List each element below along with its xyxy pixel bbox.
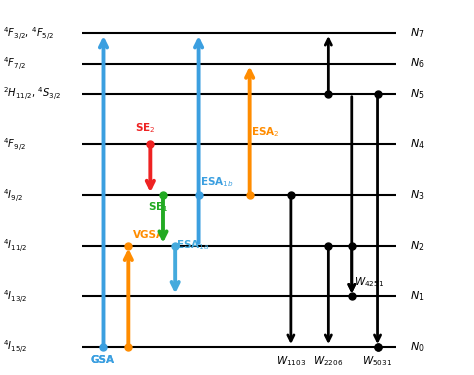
Text: VGSA: VGSA bbox=[133, 230, 165, 240]
Text: $^4I_{11/2}$: $^4I_{11/2}$ bbox=[3, 237, 27, 254]
Text: ESA$_{1b}$: ESA$_{1b}$ bbox=[200, 175, 233, 189]
Text: $N_5$: $N_5$ bbox=[410, 87, 425, 101]
Text: $N_2$: $N_2$ bbox=[410, 239, 425, 253]
Text: $N_3$: $N_3$ bbox=[410, 188, 425, 202]
Text: GSA: GSA bbox=[91, 354, 115, 364]
Text: $W_{5031}$: $W_{5031}$ bbox=[363, 354, 392, 368]
Text: SE$_2$: SE$_2$ bbox=[136, 122, 156, 135]
Text: ESA$_2$: ESA$_2$ bbox=[251, 126, 280, 140]
Text: $W_{1103}$: $W_{1103}$ bbox=[276, 354, 306, 368]
Text: $^4F_{7/2}$: $^4F_{7/2}$ bbox=[3, 55, 26, 72]
Text: $N_7$: $N_7$ bbox=[410, 26, 425, 40]
Text: $N_0$: $N_0$ bbox=[410, 340, 425, 354]
Text: SE$_1$: SE$_1$ bbox=[148, 201, 169, 214]
Text: $N_4$: $N_4$ bbox=[410, 138, 425, 152]
Text: $^4I_{13/2}$: $^4I_{13/2}$ bbox=[3, 288, 27, 305]
Text: $^4F_{9/2}$: $^4F_{9/2}$ bbox=[3, 136, 26, 153]
Text: $^4I_{15/2}$: $^4I_{15/2}$ bbox=[3, 339, 27, 356]
Text: $W_{2206}$: $W_{2206}$ bbox=[313, 354, 344, 368]
Text: $^2H_{11/2}$, $^4S_{3/2}$: $^2H_{11/2}$, $^4S_{3/2}$ bbox=[3, 86, 61, 102]
Text: $N_1$: $N_1$ bbox=[410, 290, 425, 303]
Text: $W_{4251}$: $W_{4251}$ bbox=[354, 275, 384, 289]
Text: GSA: GSA bbox=[91, 354, 115, 364]
Text: $^4I_{9/2}$: $^4I_{9/2}$ bbox=[3, 187, 23, 204]
Text: $N_6$: $N_6$ bbox=[410, 57, 425, 70]
Text: $^4F_{3/2}$, $^4F_{5/2}$: $^4F_{3/2}$, $^4F_{5/2}$ bbox=[3, 25, 54, 42]
Text: ESA$_{1a}$: ESA$_{1a}$ bbox=[176, 238, 210, 252]
